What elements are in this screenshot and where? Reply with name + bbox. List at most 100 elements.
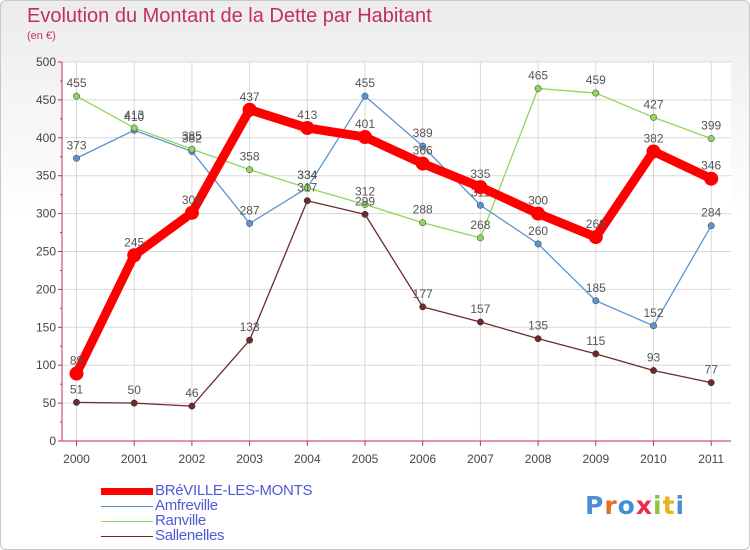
data-point: [476, 234, 484, 242]
data-label: 346: [701, 159, 721, 173]
data-label: 284: [701, 206, 721, 220]
data-point: [650, 113, 657, 121]
x-tick-label: 2000: [63, 452, 90, 466]
x-tick-label: 2004: [294, 452, 321, 466]
data-label: 93: [647, 351, 661, 365]
data-point: [361, 92, 369, 100]
data-label: 437: [240, 90, 260, 104]
data-point: [592, 350, 600, 358]
y-tick-label: 50: [43, 396, 57, 410]
data-point: [646, 144, 661, 159]
data-label: 373: [66, 138, 86, 152]
series-line: [75, 87, 712, 239]
data-label: 299: [355, 194, 375, 208]
series-line: [75, 200, 712, 407]
series-line: [75, 95, 712, 327]
data-label: 382: [182, 131, 202, 145]
data-point: [73, 92, 80, 100]
data-point: [707, 135, 715, 143]
x-tick-label: 2006: [409, 452, 436, 466]
data-label: 50: [128, 383, 142, 397]
x-tick-label: 2011: [698, 452, 724, 466]
data-point: [184, 205, 199, 220]
data-point: [246, 336, 254, 344]
data-label: 413: [124, 108, 144, 122]
data-label: 358: [240, 150, 260, 164]
data-label: 301: [182, 193, 202, 207]
data-point: [73, 154, 80, 162]
data-label: 115: [586, 334, 605, 348]
data-point: [419, 142, 427, 150]
logo-letter: i: [653, 491, 663, 520]
data-point: [707, 379, 715, 387]
data-label: 288: [413, 203, 433, 217]
data-point: [127, 248, 142, 263]
y-tick-label: 100: [36, 358, 56, 372]
data-point: [246, 166, 254, 174]
data-label: 46: [185, 386, 199, 400]
logo-letter: o: [617, 491, 636, 520]
data-point: [650, 322, 657, 330]
data-label: 287: [240, 203, 260, 217]
data-point: [592, 297, 600, 305]
data-point: [534, 85, 542, 92]
x-tick-label: 2002: [179, 452, 206, 466]
logo-letter: P: [585, 491, 605, 520]
data-point: [242, 102, 257, 117]
data-label: 89: [70, 354, 84, 368]
legend-label: BRéVILLE-LES-MONTS: [155, 482, 313, 499]
data-point: [358, 130, 372, 145]
data-label: 334: [297, 168, 317, 182]
y-tick-label: 500: [36, 55, 56, 69]
data-point: [246, 220, 254, 227]
y-tick-label: 400: [36, 131, 56, 145]
data-label: 133: [240, 320, 260, 334]
data-label: 135: [528, 319, 548, 333]
chart-title: Evolution du Montant de la Dette par Hab…: [27, 5, 432, 27]
data-label: 245: [124, 235, 144, 249]
x-tick-label: 2001: [121, 452, 148, 466]
data-label: 410: [124, 110, 144, 124]
data-label: 334: [297, 168, 317, 182]
data-label: 459: [586, 73, 606, 87]
logo-letter: i: [675, 491, 686, 520]
data-label: 185: [586, 281, 606, 295]
data-point: [73, 398, 80, 406]
x-tick-label: 2009: [582, 452, 609, 466]
data-label: 413: [297, 108, 317, 122]
data-label: 455: [66, 76, 86, 90]
data-label: 77: [705, 363, 719, 377]
legend-label: Amfreville: [155, 497, 218, 514]
data-point: [300, 120, 315, 135]
legend-label: Ranville: [155, 512, 206, 529]
data-point: [303, 184, 311, 192]
data-label: 465: [528, 69, 548, 83]
legend-swatch: [101, 536, 153, 537]
data-point: [361, 210, 369, 218]
data-label: 317: [297, 181, 317, 195]
data-label: 269: [586, 217, 606, 231]
data-point: [473, 180, 488, 195]
data-point: [534, 335, 542, 343]
data-label: 152: [643, 306, 663, 320]
data-point: [592, 89, 600, 97]
legend-label: Sallenelles: [155, 527, 225, 544]
logo-letter: t: [662, 491, 676, 520]
y-tick-label: 350: [36, 169, 56, 183]
data-point: [650, 367, 657, 374]
x-tick-label: 2003: [236, 452, 263, 466]
data-label: 382: [643, 131, 663, 145]
data-point: [531, 206, 546, 221]
data-point: [188, 145, 196, 153]
data-point: [419, 219, 427, 227]
data-label: 51: [70, 382, 84, 396]
data-point: [476, 318, 484, 326]
x-tick-label: 2010: [640, 452, 667, 466]
x-tick-label: 2005: [352, 452, 379, 466]
data-label: 366: [413, 144, 433, 158]
data-point: [704, 171, 719, 186]
legend-swatch: [101, 506, 153, 507]
x-tick-label: 2007: [467, 452, 494, 466]
